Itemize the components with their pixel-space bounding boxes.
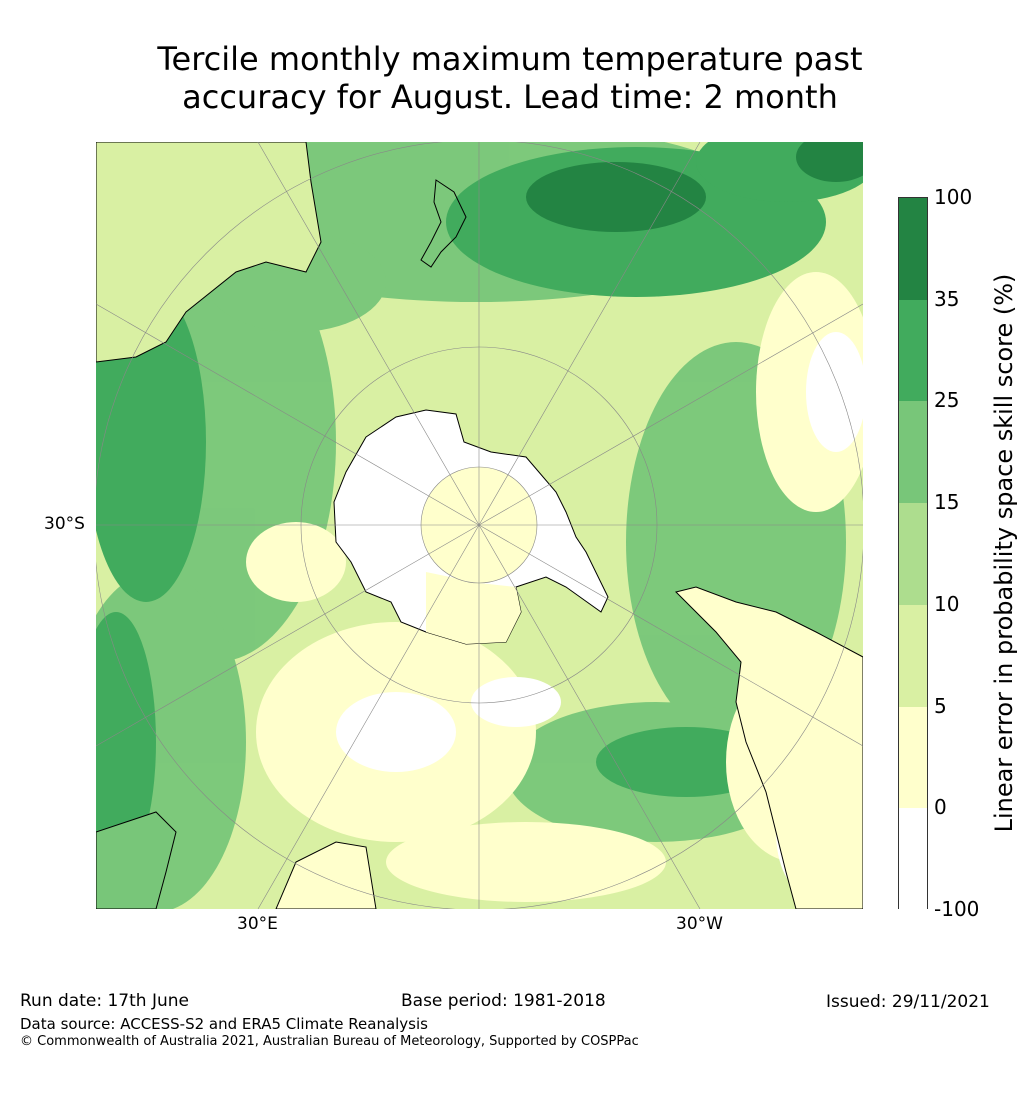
colorbar-segment	[899, 808, 927, 910]
title-line-1: Tercile monthly maximum temperature past	[157, 40, 863, 78]
colorbar	[898, 197, 928, 910]
longitude-label-30e: 30°E	[237, 914, 278, 934]
colorbar-tick-label: 5	[934, 693, 947, 718]
graticule	[96, 142, 863, 909]
australia-outline	[96, 142, 322, 363]
skill-shading-top	[526, 142, 863, 232]
colorbar-segment	[899, 299, 927, 402]
colorbar-tick-label: 15	[934, 490, 960, 515]
longitude-label-30w: 30°W	[676, 914, 723, 934]
africa-cape-outline	[275, 841, 377, 909]
chart-title: Tercile monthly maximum temperature past…	[0, 40, 1020, 116]
colorbar-tick-label: 25	[934, 388, 960, 413]
polar-map	[96, 142, 863, 909]
title-line-2: accuracy for August. Lead time: 2 month	[182, 78, 838, 116]
colorbar-segment	[899, 503, 927, 605]
south-america-outline	[675, 586, 863, 909]
colorbar-segment	[899, 604, 927, 707]
colorbar-segment	[899, 706, 927, 809]
colorbar-label: Linear error in probability space skill …	[990, 273, 1018, 833]
colorbar-tick-label: 10	[934, 591, 960, 616]
colorbar-tick-label: 0	[934, 795, 947, 820]
new-zealand-outline	[420, 179, 467, 268]
copyright: © Commonwealth of Australia 2021, Austra…	[20, 1034, 639, 1049]
colorbar-segment	[899, 198, 927, 300]
colorbar-tick-label: 100	[934, 185, 973, 209]
data-source: Data source: ACCESS-S2 and ERA5 Climate …	[20, 1015, 428, 1033]
run-date: Run date: 17th June	[20, 991, 189, 1011]
southern-africa-outline	[96, 811, 177, 909]
colorbar-segment	[899, 401, 927, 504]
issued-date: Issued: 29/11/2021	[826, 992, 990, 1012]
colorbar-tick-label: -100	[934, 897, 980, 921]
colorbar-tick-label: 35	[934, 286, 960, 311]
base-period: Base period: 1981-2018	[401, 991, 606, 1011]
antarctica-low-skill	[426, 572, 521, 644]
latitude-label-30s: 30°S	[44, 514, 85, 534]
